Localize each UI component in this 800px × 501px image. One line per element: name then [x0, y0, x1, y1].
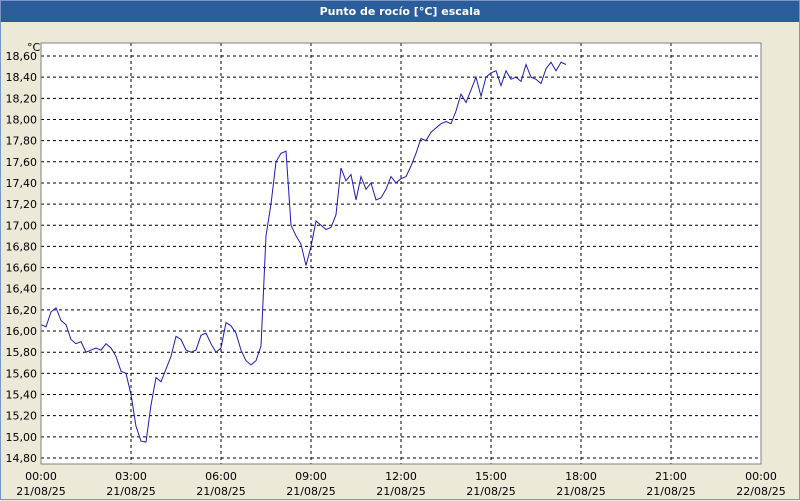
x-axis-ticks: 00:00 21/08/25 03:00 21/08/25 06:00 21/08/25 0… [16, 470, 785, 498]
x-tick-time-label: 15:00 [475, 470, 507, 483]
y-tick-label: 17,60 [6, 156, 38, 169]
x-tick-date-label: 21/08/25 [556, 485, 605, 498]
x-tick-date-label: 21/08/25 [16, 485, 65, 498]
series-line [40, 61, 567, 443]
y-tick-label: 16,80 [6, 240, 38, 253]
y-tick-label: 18,60 [6, 50, 38, 63]
y-tick-label: 16,20 [6, 304, 38, 317]
x-tick-date-label: 22/08/25 [736, 485, 785, 498]
chart-title: Punto de rocío [°C] escala [1, 1, 799, 22]
x-tick-date-label: 21/08/25 [376, 485, 425, 498]
y-tick-label: 16,40 [6, 283, 38, 296]
y-tick-label: 18,20 [6, 92, 38, 105]
y-tick-label: 17,20 [6, 198, 38, 211]
y-tick-label: 15,40 [6, 389, 38, 402]
x-tick-date-label: 21/08/25 [196, 485, 245, 498]
y-tick-label: 17,40 [6, 177, 38, 190]
x-tick-date-label: 21/08/25 [646, 485, 695, 498]
y-tick-label: 17,00 [6, 219, 38, 232]
x-tick-time-label: 18:00 [565, 470, 597, 483]
x-tick-time-label: 00:00 [745, 470, 777, 483]
y-tick-label: 15,00 [6, 431, 38, 444]
y-tick-label: 17,80 [6, 135, 38, 148]
x-tick-time-label: 09:00 [295, 470, 327, 483]
x-tick-time-label: 12:00 [385, 470, 417, 483]
y-tick-label: 14,80 [6, 452, 38, 465]
grid-lines [41, 43, 761, 464]
y-axis-ticks: 14,80 15,00 15,20 15,40 15,60 15,80 16,00 16,20… [6, 50, 38, 465]
y-tick-label: 18,00 [6, 113, 38, 126]
y-tick-label: 15,80 [6, 346, 38, 359]
y-tick-label: 18,40 [6, 71, 38, 84]
y-tick-label: 15,60 [6, 367, 38, 380]
x-tick-date-label: 21/08/25 [106, 485, 155, 498]
x-tick-date-label: 21/08/25 [466, 485, 515, 498]
x-tick-time-label: 00:00 [25, 470, 57, 483]
x-tick-date-label: 21/08/25 [286, 485, 335, 498]
unit-label: °C [27, 41, 41, 54]
x-tick-time-label: 06:00 [205, 470, 237, 483]
y-tick-label: 15,20 [6, 410, 38, 423]
y-tick-label: 16,00 [6, 325, 38, 338]
x-tick-time-label: 21:00 [655, 470, 687, 483]
y-tick-label: 16,60 [6, 262, 38, 275]
x-tick-time-label: 03:00 [115, 470, 147, 483]
plot-border [40, 42, 762, 465]
